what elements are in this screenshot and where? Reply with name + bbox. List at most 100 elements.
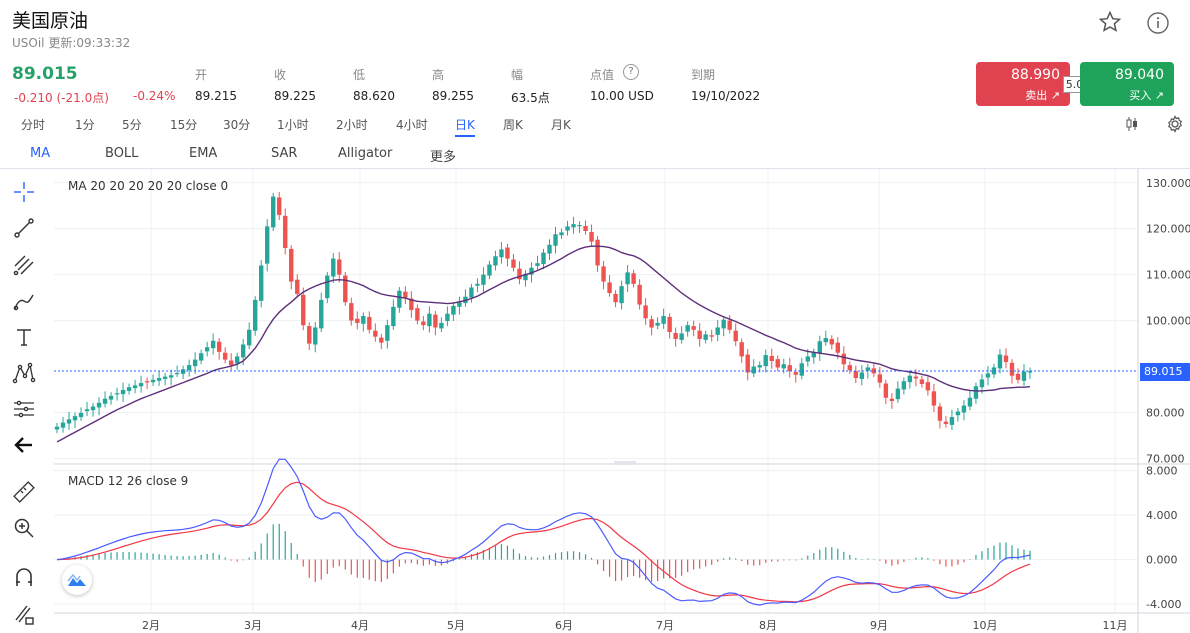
zoom-icon[interactable] bbox=[8, 512, 40, 544]
x-axis-tick-label: 7月 bbox=[656, 619, 674, 632]
price-chart[interactable]: 130.000 120.000 110.000 100.000 80.000 70.000… bbox=[54, 169, 1190, 633]
candle bbox=[295, 279, 300, 294]
tab-timeframe-monthly[interactable]: 月K bbox=[551, 118, 571, 132]
mountain-chart-icon bbox=[67, 573, 86, 586]
candle bbox=[289, 248, 294, 282]
candle bbox=[829, 338, 834, 345]
lock-pencil-icon[interactable] bbox=[8, 598, 40, 630]
candle bbox=[901, 381, 907, 390]
tab-timeframe-1h[interactable]: 1小时 bbox=[277, 118, 309, 132]
candle bbox=[1009, 362, 1015, 376]
pattern-icon[interactable] bbox=[8, 357, 40, 389]
candle bbox=[132, 385, 138, 389]
crosshair-icon[interactable] bbox=[8, 176, 40, 208]
sell-button[interactable]: 88.990 卖出 ↗ bbox=[976, 62, 1070, 106]
candle bbox=[913, 376, 919, 379]
candle bbox=[643, 305, 648, 319]
tab-timeframe-weekly[interactable]: 周K bbox=[503, 118, 523, 132]
y-axis-tick-label: -4.000 bbox=[1146, 598, 1181, 611]
chart-type-toggle[interactable] bbox=[62, 565, 92, 595]
indicator-boll[interactable]: BOLL bbox=[105, 146, 139, 161]
candle bbox=[403, 291, 408, 298]
candle bbox=[757, 365, 762, 368]
candle bbox=[433, 314, 438, 328]
star-icon[interactable] bbox=[1097, 9, 1123, 35]
candle bbox=[637, 284, 642, 305]
tab-timeframe-1m[interactable]: 1分 bbox=[75, 118, 95, 132]
brush-icon[interactable] bbox=[8, 285, 40, 317]
candle bbox=[343, 275, 348, 303]
gear-icon[interactable] bbox=[1166, 115, 1184, 137]
indicator-alligator[interactable]: Alligator bbox=[338, 146, 393, 161]
candle bbox=[787, 365, 792, 372]
trend-line-icon[interactable] bbox=[8, 212, 40, 244]
stat-value-close: 89.225 bbox=[274, 89, 316, 103]
candle bbox=[871, 368, 877, 374]
candle bbox=[739, 342, 744, 357]
candle bbox=[793, 372, 798, 375]
candle-style-icon[interactable] bbox=[1123, 115, 1141, 137]
stat-label-open: 开 bbox=[195, 68, 208, 82]
candle bbox=[349, 303, 354, 321]
candle bbox=[979, 379, 985, 388]
y-axis-tick-label: 80.000 bbox=[1146, 406, 1185, 419]
candle bbox=[415, 308, 420, 321]
text-icon[interactable] bbox=[8, 321, 40, 353]
indicator-more[interactable]: 更多 bbox=[430, 150, 457, 165]
fib-icon[interactable] bbox=[8, 249, 40, 281]
candle bbox=[319, 299, 324, 329]
candle bbox=[649, 319, 654, 328]
help-icon[interactable]: ? bbox=[623, 64, 639, 80]
candle bbox=[775, 359, 780, 368]
tab-timeframe-realtime[interactable]: 分时 bbox=[21, 118, 46, 132]
candle bbox=[493, 256, 498, 266]
indicator-ma[interactable]: MA bbox=[30, 146, 51, 161]
candle bbox=[733, 330, 738, 342]
candle bbox=[90, 406, 96, 411]
tab-timeframe-4h[interactable]: 4小时 bbox=[396, 118, 428, 132]
candle bbox=[925, 382, 931, 391]
ma-pane-label: MA 20 20 20 20 20 close 0 bbox=[68, 179, 229, 193]
tab-timeframe-2h[interactable]: 2小时 bbox=[336, 118, 368, 132]
candle bbox=[691, 326, 696, 330]
candle bbox=[204, 347, 210, 352]
candle bbox=[655, 322, 660, 326]
tab-timeframe-5m[interactable]: 5分 bbox=[122, 118, 142, 132]
candle bbox=[427, 313, 432, 327]
candle bbox=[66, 419, 72, 424]
candle bbox=[1021, 371, 1027, 381]
candle bbox=[487, 264, 492, 276]
arrow-up-right-icon: ↗ bbox=[1050, 89, 1060, 102]
tab-timeframe-daily[interactable]: 日K bbox=[455, 116, 475, 137]
candle bbox=[337, 259, 342, 275]
back-arrow-icon[interactable] bbox=[8, 429, 40, 461]
candle bbox=[835, 342, 841, 353]
candle bbox=[883, 383, 889, 398]
magnet-icon[interactable] bbox=[8, 562, 40, 594]
candle bbox=[991, 367, 997, 375]
buy-button[interactable]: 89.040 买入 ↗ bbox=[1080, 62, 1174, 106]
x-axis-tick-label: 11月 bbox=[1103, 619, 1128, 632]
candle bbox=[529, 267, 534, 275]
candle bbox=[745, 354, 750, 373]
divider bbox=[0, 168, 1190, 169]
candle bbox=[409, 298, 414, 311]
candle bbox=[511, 259, 516, 268]
info-icon[interactable] bbox=[1145, 10, 1171, 36]
buy-price: 89.040 bbox=[1115, 67, 1164, 83]
tab-timeframe-30m[interactable]: 30分 bbox=[223, 118, 251, 132]
candle bbox=[727, 320, 732, 330]
candle bbox=[625, 272, 630, 285]
x-axis-tick-label: 10月 bbox=[973, 619, 998, 632]
candle bbox=[613, 293, 618, 303]
ruler-icon[interactable] bbox=[8, 476, 40, 508]
measure-icon[interactable] bbox=[8, 393, 40, 425]
tab-timeframe-15m[interactable]: 15分 bbox=[170, 118, 198, 132]
candle bbox=[246, 329, 252, 346]
indicator-ema[interactable]: EMA bbox=[189, 146, 218, 161]
indicator-sar[interactable]: SAR bbox=[271, 146, 298, 161]
candle bbox=[823, 338, 828, 343]
candle bbox=[859, 372, 865, 379]
candle bbox=[379, 337, 384, 343]
candle bbox=[877, 374, 883, 383]
